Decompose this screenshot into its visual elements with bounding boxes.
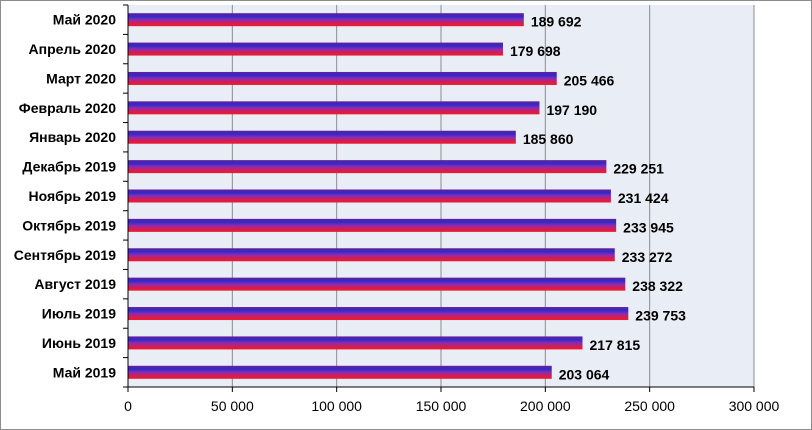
x-tick-label: 0 xyxy=(124,398,132,414)
data-label: 217 815 xyxy=(590,337,641,353)
category-label: Август 2019 xyxy=(34,276,116,292)
bar xyxy=(128,218,617,232)
bar xyxy=(128,336,583,350)
category-label: Май 2020 xyxy=(53,12,116,28)
bar xyxy=(128,71,557,85)
x-tick-label: 250 000 xyxy=(624,398,675,414)
data-label: 197 190 xyxy=(546,102,597,118)
data-label: 233 945 xyxy=(623,219,674,235)
bar xyxy=(128,42,503,56)
category-label: Октябрь 2019 xyxy=(22,217,116,233)
bar xyxy=(128,189,611,203)
category-labels: Май 2020 Апрель 2020 Март 2020 Февраль 2020… xyxy=(14,12,116,381)
category-label: Июнь 2019 xyxy=(42,335,116,351)
bar xyxy=(128,130,516,144)
category-label: Декабрь 2019 xyxy=(22,159,116,175)
category-label: Апрель 2020 xyxy=(29,41,117,57)
x-tick-label: 100 000 xyxy=(311,398,362,414)
data-label: 229 251 xyxy=(613,161,664,177)
data-label: 205 466 xyxy=(564,72,615,88)
bar xyxy=(128,307,629,321)
data-label: 179 698 xyxy=(510,43,561,59)
category-label: Ноябрь 2019 xyxy=(29,188,117,204)
category-label: Сентябрь 2019 xyxy=(14,247,116,263)
bar xyxy=(128,365,552,379)
bars xyxy=(128,13,629,379)
category-label: Март 2020 xyxy=(46,70,116,86)
category-label: Январь 2020 xyxy=(29,129,116,145)
x-tick-label: 150 000 xyxy=(416,398,467,414)
x-tick-label: 50 000 xyxy=(211,398,254,414)
data-label: 233 272 xyxy=(622,249,673,265)
data-label: 239 753 xyxy=(635,308,686,324)
category-label: Май 2019 xyxy=(53,364,116,380)
x-axis-ticks: 0 50 000 100 000 150 000 200 000 250 000 300 0… xyxy=(123,4,780,414)
bar xyxy=(128,101,540,115)
data-label: 189 692 xyxy=(531,14,582,30)
data-label: 238 322 xyxy=(632,278,683,294)
category-label: Февраль 2020 xyxy=(19,100,116,116)
bar xyxy=(128,248,615,262)
data-label: 185 860 xyxy=(523,131,574,147)
category-label: Июль 2019 xyxy=(42,306,116,322)
data-label: 231 424 xyxy=(618,190,669,206)
bar xyxy=(128,160,607,174)
x-tick-label: 300 000 xyxy=(729,398,780,414)
data-label: 203 064 xyxy=(559,366,610,382)
x-tick-label: 200 000 xyxy=(520,398,571,414)
bar xyxy=(128,277,626,291)
bar xyxy=(128,13,524,27)
